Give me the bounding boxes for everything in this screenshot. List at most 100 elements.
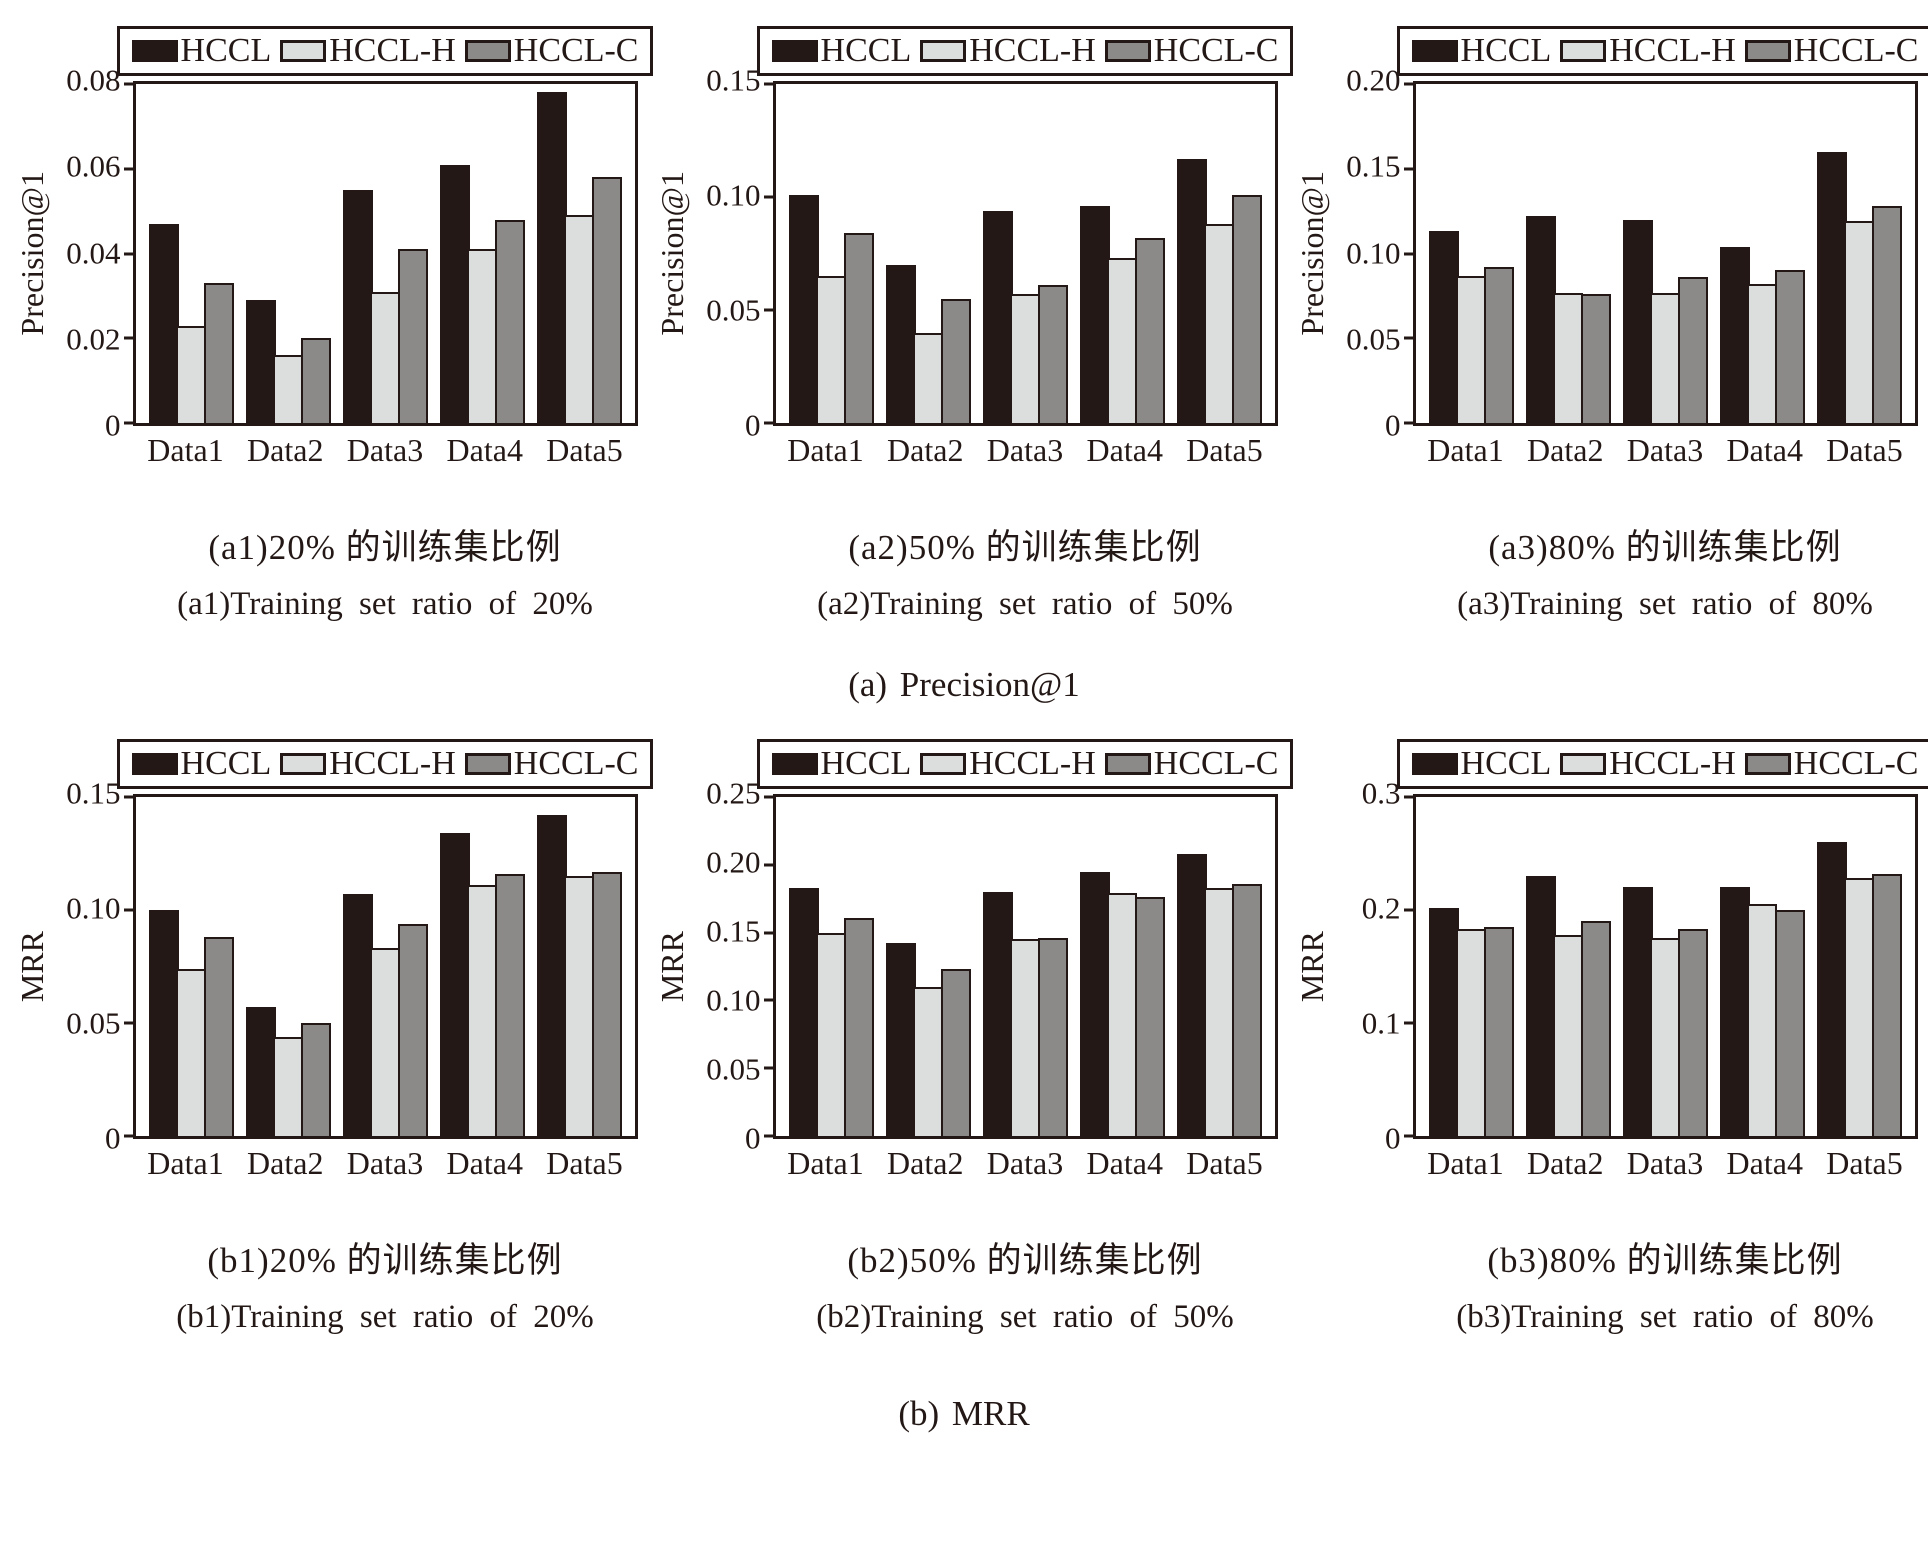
bar-group-data5 — [1816, 84, 1902, 423]
x-tick-label: Data4 — [1086, 432, 1163, 468]
figure: HCCL HCCL-H HCCL-C Precision@1 0.08 0.06 0… — [8, 26, 1928, 1434]
x-tick-label: Data1 — [147, 432, 224, 468]
x-tick-label: Data5 — [1826, 432, 1903, 468]
y-tick-mark — [123, 421, 136, 425]
legend-label: HCCL — [180, 32, 272, 69]
bar-hccl-h-data4 — [467, 885, 497, 1136]
bar-hccl-c-data1 — [203, 937, 234, 1136]
legend-swatch-hccl — [1411, 753, 1458, 775]
chart-a1-precision-20: HCCL HCCL-H HCCL-C Precision@1 0.08 0.06 0… — [8, 26, 654, 623]
bar-hccl-data5 — [1816, 842, 1847, 1136]
y-tick-label: 0 — [745, 1120, 761, 1156]
bar-hccl-data4 — [1719, 246, 1750, 423]
legend-swatch-hccl — [1411, 40, 1458, 62]
bar-hccl-data1 — [1428, 907, 1459, 1136]
bar-group-data5 — [1176, 797, 1262, 1136]
bar-hccl-data5 — [1176, 853, 1207, 1136]
y-tick-label: 0.15 — [66, 775, 121, 811]
y-tick-mark — [1403, 82, 1416, 86]
y-tick-label: 0.15 — [1346, 148, 1401, 184]
y-tick-label: 0.05 — [66, 1005, 121, 1041]
legend-label: HCCL — [820, 32, 912, 69]
y-tick-label: 0.06 — [66, 148, 121, 184]
bar-hccl-data2 — [885, 943, 916, 1136]
bar-group-data2 — [1525, 84, 1611, 423]
legend-item: HCCL-C — [464, 747, 638, 781]
captions: (b1)20% 的训练集比例 (b1)Training set ratio of… — [133, 1182, 638, 1336]
y-axis-tick-labels: 0.3 0.2 0.1 0 — [1335, 775, 1413, 1155]
y-tick-mark — [1403, 1021, 1416, 1025]
bar-group-data2 — [885, 84, 971, 423]
bar-hccl-data4 — [439, 833, 470, 1136]
y-tick-label: 0.20 — [706, 844, 761, 880]
caption-zh: (a2)50% 的训练集比例 — [848, 528, 1202, 567]
bar-hccl-h-data1 — [1456, 275, 1486, 423]
y-tick-mark — [1403, 1134, 1416, 1138]
legend-swatch-hccl-c — [1104, 753, 1151, 775]
legend-label: HCCL-H — [1609, 745, 1736, 782]
y-tick-label: 0 — [1385, 1120, 1401, 1156]
bar-group-data5 — [1816, 797, 1902, 1136]
caption-zh: (a1)20% 的训练集比例 — [208, 528, 562, 567]
bar-hccl-h-data4 — [1747, 904, 1777, 1136]
bar-hccl-data5 — [536, 815, 567, 1136]
chart-b1-mrr-20: HCCL HCCL-H HCCL-C MRR 0.15 0.10 0.05 0 Dat… — [8, 739, 654, 1336]
bar-hccl-c-data4 — [1774, 270, 1805, 423]
x-tick-label: Data2 — [1527, 432, 1604, 468]
legend-label: HCCL-C — [1153, 745, 1279, 782]
caption-zh: (b2)50% 的训练集比例 — [847, 1241, 1203, 1280]
legend-label: HCCL-H — [329, 745, 456, 782]
chart-b2-mrr-50: HCCL HCCL-H HCCL-C MRR 0.25 0.20 0.15 0.10 0… — [648, 739, 1294, 1336]
y-tick-label: 0.02 — [66, 321, 121, 357]
legend-item: HCCL — [1411, 747, 1551, 781]
y-tick-mark — [763, 421, 776, 425]
y-tick-label: 0.04 — [66, 234, 121, 270]
legend-label: HCCL-H — [1609, 32, 1736, 69]
bar-hccl-h-data1 — [176, 968, 206, 1136]
caption-en: (b1)Training set ratio of 20% — [176, 1299, 594, 1335]
legend-label: HCCL-H — [969, 745, 1096, 782]
x-tick-label: Data2 — [247, 432, 324, 468]
bar-hccl-h-data1 — [176, 325, 206, 423]
legend-swatch-hccl — [131, 753, 178, 775]
legend-swatch-hccl-c — [1744, 753, 1791, 775]
x-axis-tick-labels: Data1 Data2 Data3 Data4 Data5 — [773, 1145, 1278, 1182]
bar-group-data3 — [982, 84, 1068, 423]
legend-item: HCCL — [131, 747, 271, 781]
legend-item: HCCL-H — [280, 747, 456, 781]
x-tick-label: Data4 — [1726, 1145, 1803, 1181]
bar-hccl-c-data5 — [1231, 883, 1262, 1136]
legend-item: HCCL-C — [464, 32, 639, 69]
bars-layer — [776, 797, 1275, 1136]
captions: (b3)80% 的训练集比例 (b3)Training set ratio of… — [1413, 1182, 1918, 1336]
bar-group-data1 — [788, 797, 874, 1136]
bar-hccl-h-data4 — [1747, 284, 1777, 423]
bar-hccl-c-data1 — [843, 233, 874, 423]
legend-swatch-hccl-c — [464, 40, 511, 62]
legend-item: HCCL-C — [1744, 747, 1918, 781]
legend-item: HCCL-C — [1104, 34, 1278, 68]
legend-item: HCCL-C — [1744, 34, 1918, 68]
bar-hccl-c-data3 — [1037, 938, 1068, 1136]
y-tick-mark — [123, 1134, 136, 1138]
plot-box — [123, 794, 638, 1139]
bar-hccl-c-data5 — [591, 177, 622, 423]
chart-a3-precision-80: HCCL HCCL-H HCCL-C Precision@1 0.20 0.15 0… — [1288, 26, 1928, 623]
y-tick-label: 0.10 — [706, 177, 761, 213]
bar-hccl-h-data3 — [370, 291, 400, 423]
bar-hccl-h-data2 — [913, 986, 943, 1136]
bar-group-data4 — [1719, 797, 1805, 1136]
bars-layer — [1416, 84, 1915, 423]
bar-hccl-c-data1 — [203, 283, 234, 423]
bar-hccl-c-data2 — [300, 338, 331, 423]
bar-hccl-data3 — [982, 891, 1013, 1136]
x-tick-label: Data4 — [1726, 432, 1803, 468]
x-tick-label: Data5 — [1826, 1145, 1903, 1181]
y-axis-title: Precision@1 — [1294, 171, 1330, 336]
legend-label: HCCL-C — [513, 32, 639, 69]
bar-hccl-h-data3 — [1010, 294, 1040, 423]
legend-item: HCCL — [771, 747, 911, 781]
x-tick-label: Data2 — [247, 1145, 324, 1181]
bar-hccl-c-data5 — [1231, 194, 1262, 423]
bar-hccl-c-data5 — [591, 871, 622, 1136]
